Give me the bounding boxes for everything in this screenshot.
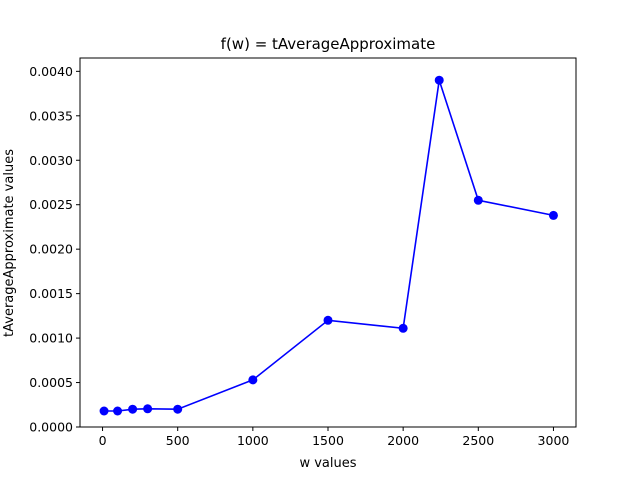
y-tick-label: 0.0040 xyxy=(29,64,73,79)
data-point xyxy=(398,323,408,333)
data-point xyxy=(173,404,183,414)
data-point xyxy=(113,406,123,416)
y-tick-label: 0.0030 xyxy=(29,153,73,168)
y-tick-label: 0.0005 xyxy=(29,375,73,390)
y-tick-label: 0.0025 xyxy=(29,197,73,212)
y-tick-label: 0.0035 xyxy=(29,108,73,123)
x-tick-label: 500 xyxy=(166,433,190,448)
y-tick-label: 0.0010 xyxy=(29,331,73,346)
plot-area: 0 500 1000 1500 2000 2500 3000 0.0000 0.0005 0.00… xyxy=(29,57,577,448)
data-point xyxy=(548,210,558,220)
data-point xyxy=(99,406,109,416)
data-point xyxy=(323,315,333,325)
x-tick-label: 0 xyxy=(99,433,107,448)
x-tick-label: 2500 xyxy=(462,433,494,448)
y-tick-label: 0.0015 xyxy=(29,286,73,301)
data-point xyxy=(473,195,483,205)
x-tick-label: 2000 xyxy=(387,433,419,448)
x-tick-label: 1000 xyxy=(237,433,269,448)
data-point xyxy=(434,75,444,85)
x-axis-label: w values xyxy=(299,456,356,471)
x-tick-label: 1500 xyxy=(312,433,344,448)
y-axis-label: tAverageApproximate values xyxy=(2,149,17,337)
data-point xyxy=(248,375,258,385)
y-tick-label: 0.0000 xyxy=(29,420,73,435)
data-point xyxy=(128,404,138,414)
chart-title: f(w) = tAverageApproximate xyxy=(221,35,436,53)
data-point xyxy=(143,404,153,414)
x-tick-label: 3000 xyxy=(538,433,570,448)
y-tick-label: 0.0020 xyxy=(29,242,73,257)
